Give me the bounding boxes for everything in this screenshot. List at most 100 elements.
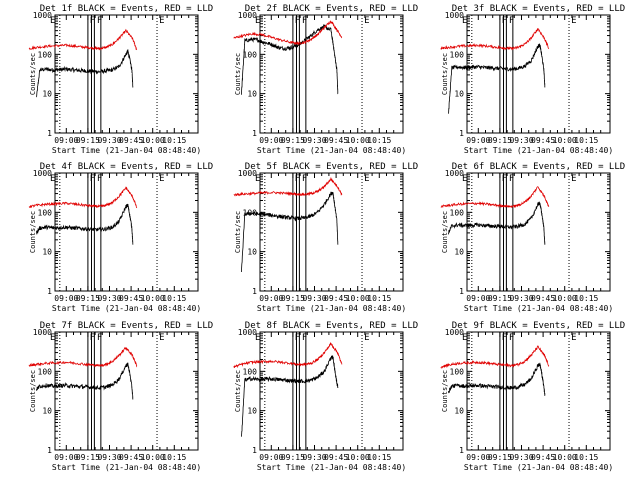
y-tick-label: 1 — [459, 129, 464, 138]
interval-marker: E — [462, 16, 467, 26]
y-axis-label: Counts/sec — [441, 370, 449, 412]
panel-2: Det 2f BLACK = Events, RED = LLD 1 10 100 10… — [233, 4, 418, 155]
panel-7: Det 7f BLACK = Events, RED = LLD 1 10 100 10… — [28, 321, 213, 472]
panel-8: Det 8f BLACK = Events, RED = LLD 1 10 100 10… — [233, 321, 418, 472]
y-tick-label: 10 — [42, 90, 52, 99]
x-tick-label: 09:15 — [488, 453, 512, 462]
lld-series-line — [233, 342, 343, 369]
plot-frame — [466, 331, 611, 451]
x-tick-label: 09:15 — [281, 453, 305, 462]
interval-marker: F — [509, 174, 514, 184]
panel-title: Det 6f BLACK = Events, RED = LLD — [452, 162, 625, 172]
x-tick-label: 10:15 — [574, 136, 598, 145]
y-tick-label: 1 — [47, 446, 52, 455]
interval-marker: F — [509, 333, 514, 343]
x-axis-label: Start Time (21-Jan-04 08:48:40) — [464, 304, 613, 313]
y-tick-label: 10 — [247, 90, 257, 99]
y-axis-label: Counts/sec — [441, 53, 449, 95]
interval-marker: F — [295, 333, 300, 343]
x-tick-label: 09:15 — [281, 294, 305, 303]
panel-title: Det 3f BLACK = Events, RED = LLD — [452, 4, 625, 14]
interval-marker: F — [97, 333, 102, 343]
x-tick-label: 09:30 — [97, 136, 121, 145]
y-tick-label: 1000 — [238, 169, 257, 178]
x-tick-label: 09:45 — [119, 453, 143, 462]
x-tick-label: 09:45 — [324, 294, 348, 303]
events-series-line — [241, 23, 339, 95]
x-tick-label: 10:00 — [141, 453, 165, 462]
x-tick-label: 09:30 — [302, 136, 326, 145]
y-tick-label: 10 — [454, 407, 464, 416]
x-tick-label: 09:30 — [509, 453, 533, 462]
interval-marker: E — [50, 16, 55, 26]
x-tick-label: 09:15 — [488, 136, 512, 145]
interval-marker: E — [159, 16, 164, 26]
x-tick-label: 09:30 — [97, 294, 121, 303]
y-tick-label: 100 — [38, 208, 53, 217]
interval-marker: E — [50, 174, 55, 184]
interval-marker: F — [90, 16, 95, 26]
x-tick-label: 09:45 — [324, 453, 348, 462]
x-tick-label: 09:15 — [76, 136, 100, 145]
y-tick-label: 1 — [47, 287, 52, 296]
interval-marker: E — [255, 16, 260, 26]
lld-series-line — [233, 20, 343, 46]
x-axis-label: Start Time (21-Jan-04 08:48:40) — [52, 304, 201, 313]
x-tick-label: 09:00 — [54, 136, 78, 145]
y-tick-label: 100 — [243, 50, 258, 59]
x-tick-label: 10:00 — [553, 136, 577, 145]
y-tick-label: 100 — [38, 50, 53, 59]
y-tick-label: 1000 — [33, 328, 52, 337]
y-tick-label: 10 — [454, 90, 464, 99]
x-axis-label: Start Time (21-Jan-04 08:48:40) — [257, 463, 406, 472]
plot-frame — [54, 14, 199, 134]
events-series-line — [36, 362, 134, 400]
panel-title: Det 5f BLACK = Events, RED = LLD — [245, 162, 418, 172]
y-tick-label: 100 — [450, 50, 465, 59]
interval-marker: E — [159, 174, 164, 184]
interval-marker: E — [571, 174, 576, 184]
x-tick-label: 09:00 — [466, 136, 490, 145]
panel-title: Det 2f BLACK = Events, RED = LLD — [245, 4, 418, 14]
interval-marker: E — [571, 333, 576, 343]
y-tick-label: 1 — [459, 446, 464, 455]
y-tick-label: 1000 — [33, 169, 52, 178]
plot-frame — [259, 172, 404, 292]
x-tick-label: 09:15 — [488, 294, 512, 303]
x-tick-label: 09:45 — [531, 453, 555, 462]
interval-marker: E — [50, 333, 55, 343]
x-tick-label: 09:15 — [76, 453, 100, 462]
interval-marker: E — [364, 16, 369, 26]
interval-marker: E — [462, 333, 467, 343]
x-tick-label: 09:45 — [119, 294, 143, 303]
panel-title: Det 1f BLACK = Events, RED = LLD — [40, 4, 213, 14]
y-axis-label: Counts/sec — [234, 211, 242, 253]
lld-series-line — [440, 27, 550, 51]
x-tick-label: 09:15 — [281, 136, 305, 145]
x-tick-label: 10:15 — [574, 453, 598, 462]
y-tick-label: 1 — [47, 129, 52, 138]
x-tick-label: 10:00 — [141, 294, 165, 303]
y-axis-label: Counts/sec — [234, 53, 242, 95]
x-axis-label: Start Time (21-Jan-04 08:48:40) — [257, 304, 406, 313]
x-axis-label: Start Time (21-Jan-04 08:48:40) — [464, 146, 613, 155]
x-tick-label: 10:15 — [574, 294, 598, 303]
x-tick-label: 09:00 — [466, 453, 490, 462]
events-series-line — [241, 355, 339, 437]
x-tick-label: 09:30 — [509, 136, 533, 145]
interval-marker: F — [97, 16, 102, 26]
lld-series-line — [440, 186, 550, 209]
lld-series-line — [233, 176, 343, 197]
y-tick-label: 1000 — [445, 11, 464, 20]
x-tick-label: 09:00 — [54, 453, 78, 462]
y-axis-label: Counts/sec — [234, 370, 242, 412]
panel-6: Det 6f BLACK = Events, RED = LLD 1 10 100 10… — [440, 162, 625, 313]
y-tick-label: 1 — [252, 446, 257, 455]
panel-title: Det 7f BLACK = Events, RED = LLD — [40, 321, 213, 331]
x-tick-label: 09:00 — [259, 136, 283, 145]
y-tick-label: 100 — [243, 367, 258, 376]
x-tick-label: 10:15 — [367, 453, 391, 462]
interval-marker: F — [302, 333, 307, 343]
x-tick-label: 09:30 — [302, 453, 326, 462]
plot-frame — [466, 14, 611, 134]
